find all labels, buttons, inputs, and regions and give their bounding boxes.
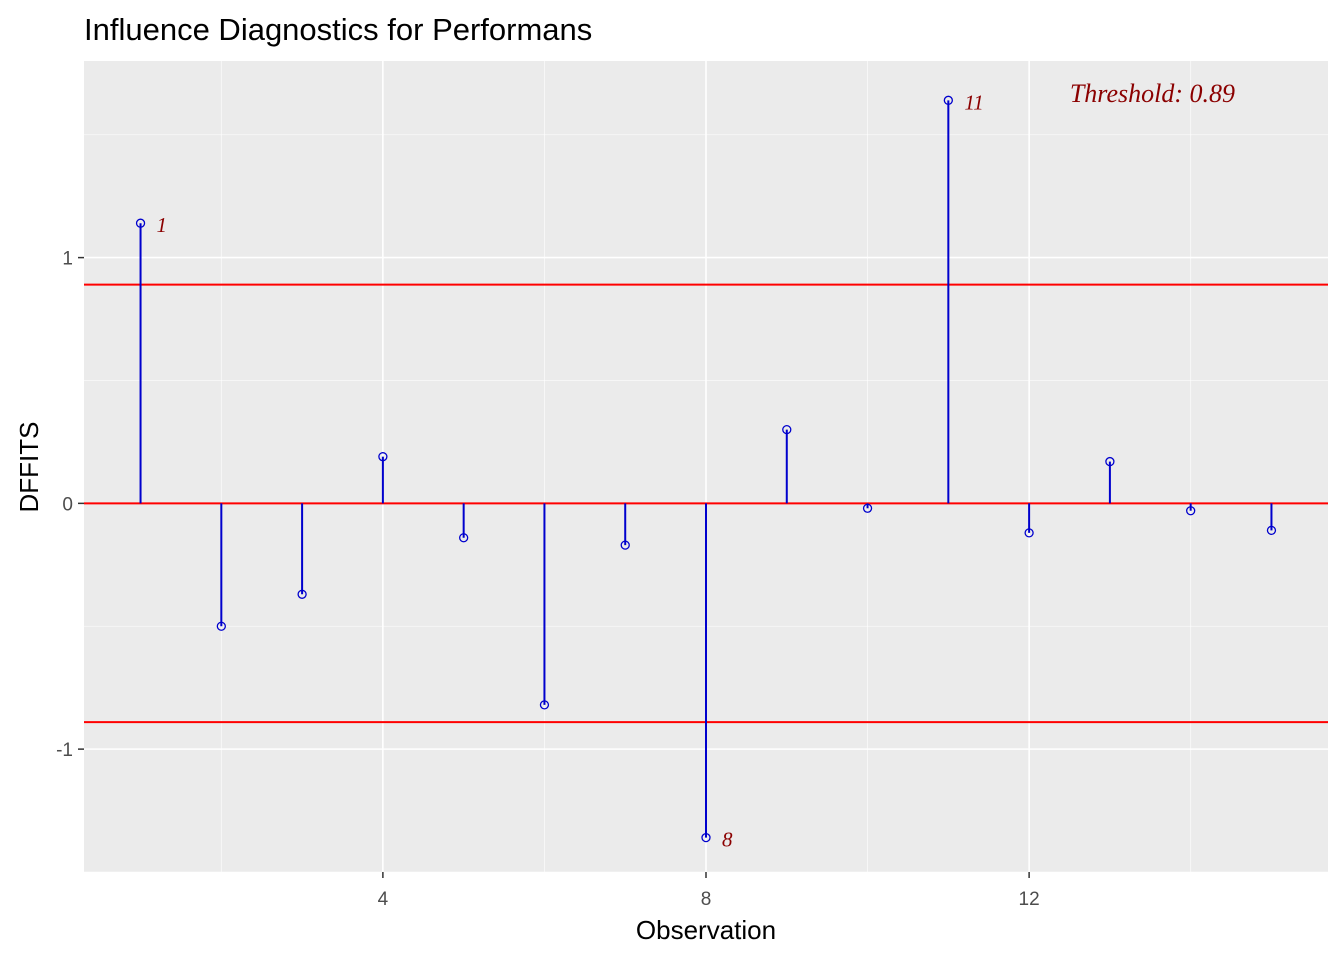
point-obs-2 xyxy=(216,621,226,631)
point-obs-15 xyxy=(1266,525,1277,536)
point-obs-11 xyxy=(943,95,953,105)
point-obs-3 xyxy=(297,589,307,599)
x-axis-ticks: 4 8 12 xyxy=(378,872,1040,910)
points xyxy=(135,95,1277,843)
x-tick-label: 12 xyxy=(1019,889,1040,910)
point-obs-7 xyxy=(620,540,630,550)
point-obs-5 xyxy=(459,533,469,543)
point-obs-13 xyxy=(1105,456,1115,467)
point-label-obs-8: 8 xyxy=(722,828,733,852)
point-obs-6 xyxy=(539,700,550,710)
y-tick-label: -1 xyxy=(56,740,73,761)
point-obs-4 xyxy=(378,452,388,462)
point-obs-1 xyxy=(135,218,146,228)
point-obs-10 xyxy=(862,503,873,513)
point-label-obs-1: 1 xyxy=(157,213,168,237)
point-label-obs-11: 11 xyxy=(964,90,983,114)
x-axis-title: Observation xyxy=(636,915,776,945)
point-obs-14 xyxy=(1186,506,1196,516)
x-tick-label: 4 xyxy=(378,889,389,910)
y-tick-label: 0 xyxy=(62,494,73,515)
chart-title: Influence Diagnostics for Performans xyxy=(84,12,592,47)
threshold-label: Threshold: 0.89 xyxy=(1070,79,1235,108)
point-obs-9 xyxy=(782,424,792,435)
stems xyxy=(139,100,1273,838)
y-axis-ticks: -1 0 1 xyxy=(56,249,84,761)
point-obs-12 xyxy=(1024,528,1034,538)
y-axis-title: DFFITS xyxy=(14,422,44,513)
x-tick-label: 8 xyxy=(701,889,712,910)
y-tick-label: 1 xyxy=(62,249,73,270)
point-obs-8 xyxy=(701,832,711,843)
